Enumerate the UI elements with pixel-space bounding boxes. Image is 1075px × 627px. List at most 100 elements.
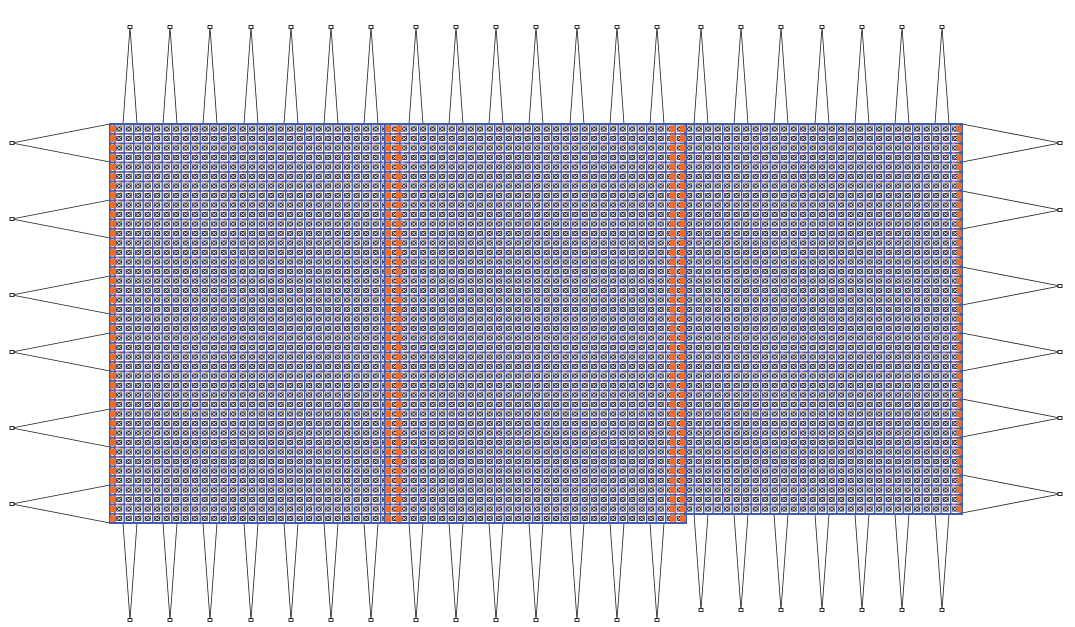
io-pin (9, 217, 15, 221)
edge-io-cell (396, 429, 402, 437)
edge-io-cell (670, 420, 676, 427)
pin-wire (11, 503, 111, 524)
edge-io-cell (110, 344, 116, 351)
pin-wire (495, 26, 504, 125)
pin-wire (773, 513, 782, 611)
pin-wire (961, 493, 1061, 514)
pin-wire (488, 522, 497, 621)
logic-block-2 (385, 124, 686, 523)
edge-io-cell (110, 458, 116, 465)
pin-wire (169, 522, 178, 621)
edge-io-cell (680, 163, 686, 171)
io-pins (9, 25, 1063, 622)
edge-io-cell (385, 201, 391, 209)
io-pin (413, 618, 419, 622)
edge-io-cell (957, 135, 962, 142)
pin-wire (894, 26, 903, 125)
pin-wire (700, 26, 709, 125)
pin-wire (323, 26, 332, 125)
edge-io-cell (385, 154, 391, 161)
edge-io-cell (670, 277, 676, 285)
edge-io-cell (396, 192, 402, 199)
pin-wire (861, 513, 870, 611)
pin-wire (961, 332, 1061, 353)
edge-io-cell (385, 296, 391, 304)
edge-io-cell (680, 230, 686, 237)
edge-io-cell (110, 230, 116, 237)
pin-wire (11, 142, 111, 163)
pin-wire (693, 513, 702, 611)
pin-wire (780, 26, 789, 125)
io-pin (654, 618, 660, 622)
edge-io-cell (670, 429, 676, 437)
edge-io-cell (110, 173, 116, 180)
edge-io-cell (670, 306, 676, 313)
edge-io-cell (680, 486, 686, 494)
io-pin (248, 25, 254, 29)
pin-wire (129, 26, 138, 125)
pin-wire (821, 26, 830, 125)
pin-wire (11, 408, 111, 429)
edge-io-cell (670, 391, 676, 399)
edge-io-cell (957, 391, 962, 399)
edge-io-cell (957, 401, 962, 408)
edge-io-cell (957, 496, 962, 503)
pin-wire (693, 26, 702, 125)
edge-io-cell (396, 353, 402, 361)
edge-io-cell (670, 439, 676, 446)
edge-io-cell (680, 515, 686, 522)
edge-io-cell (396, 220, 402, 228)
pin-wire (700, 513, 709, 611)
pin-wire (11, 332, 111, 353)
edge-io-cell (670, 515, 676, 522)
edge-io-cell (110, 201, 116, 209)
edge-io-cell (670, 410, 676, 418)
edge-io-cell (680, 420, 686, 427)
io-pin (1057, 284, 1063, 288)
io-pin (1057, 492, 1063, 496)
pin-wire (934, 26, 943, 125)
pin-wire (415, 26, 424, 125)
io-pin (207, 25, 213, 29)
edge-io-cell (110, 363, 116, 370)
edge-io-cell (670, 372, 676, 380)
edge-io-cell (680, 296, 686, 304)
io-pin (574, 25, 580, 29)
edge-io-cell (957, 477, 962, 484)
pin-wire (814, 26, 823, 125)
edge-io-cell (110, 315, 116, 323)
edge-io-cell (110, 296, 116, 304)
edge-io-cell (957, 125, 962, 133)
edge-io-cell (670, 287, 676, 294)
edge-io-cell (385, 344, 391, 351)
edge-io-cell (680, 192, 686, 199)
edge-io-cell (385, 439, 391, 446)
edge-io-cell (385, 173, 391, 180)
io-pin (1057, 350, 1063, 354)
pin-wire (169, 26, 178, 125)
edge-io-cell (396, 249, 402, 256)
edge-io-cell (110, 353, 116, 361)
edge-io-cell (396, 505, 402, 513)
pin-wire (941, 26, 950, 125)
edge-io-cell (680, 496, 686, 503)
edge-io-cell (670, 401, 676, 408)
edge-io-cell (385, 220, 391, 228)
pin-wire (408, 26, 417, 125)
io-pin (9, 502, 15, 506)
io-pin (778, 25, 784, 29)
edge-io-cell (385, 353, 391, 361)
pin-wire (528, 522, 537, 621)
edge-io-cell (680, 258, 686, 266)
edge-io-cell (680, 429, 686, 437)
edge-io-cell (957, 182, 962, 190)
io-pin (819, 25, 825, 29)
pin-wire (363, 522, 372, 621)
edge-io-cell (957, 211, 962, 218)
io-pin (654, 25, 660, 29)
edge-io-cell (680, 401, 686, 408)
edge-io-cell (680, 448, 686, 456)
io-pin (738, 25, 744, 29)
edge-io-cell (110, 429, 116, 437)
pin-wire (961, 266, 1061, 287)
